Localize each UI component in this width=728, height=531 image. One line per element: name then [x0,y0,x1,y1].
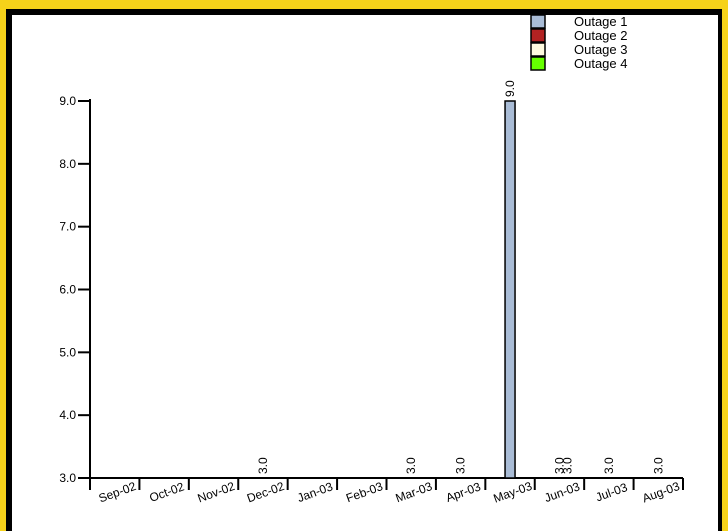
legend-label: Outage 4 [574,56,628,71]
x-tick-label: Aug-03 [640,479,681,506]
legend-swatch [530,28,546,43]
legend-label: Outage 3 [574,42,628,57]
y-tick-label: 3.0 [59,471,76,485]
data-label: 9.0 [503,80,517,97]
x-axis: Sep-02 Oct-02 Nov-02 Dec-02 Jan-03 Feb-03 Mar-… [89,477,684,506]
x-tick-label: Feb-03 [344,479,385,505]
bars [504,100,516,479]
y-axis: 3.0 4.0 5.0 6.0 7.0 8.0 9.0 [59,94,91,485]
data-labels: 3.0 3.0 3.09.03.03.0 3.0 3.0 [256,80,665,474]
x-tick-label: Dec-02 [245,479,286,505]
x-tick-label: Sep-02 [97,479,138,506]
x-tick-label: Jun-03 [542,479,582,505]
y-tick-label: 5.0 [59,345,76,359]
data-label: 3.0 [404,457,418,474]
x-tick-label: Jul-03 [594,480,630,504]
x-tick-label: Apr-03 [444,479,483,505]
y-tick-label: 7.0 [59,220,76,234]
legend-label: Outage 1 [574,14,628,29]
x-tick-label: Nov-02 [196,479,237,505]
y-tick-label: 4.0 [59,408,76,422]
legend-label: Outage 2 [574,28,628,43]
legend-swatch [530,56,546,71]
data-label: 3.0 [651,457,665,474]
data-label: 3.0 [560,457,574,474]
y-tick-label: 6.0 [59,283,76,297]
data-label: 3.0 [256,457,270,474]
bar-outage-1-may-03 [504,100,516,479]
x-tick-label: May-03 [491,479,534,506]
legend-swatch [530,14,546,29]
data-label: 3.0 [454,457,468,474]
data-label: 3.0 [602,457,616,474]
x-tick-label: Oct-02 [147,479,186,505]
data-label: 3.0 [552,457,566,474]
legend-swatch [530,42,546,57]
y-tick-label: 9.0 [59,94,76,108]
x-tick-label: Mar-03 [394,479,435,505]
y-tick-label: 8.0 [59,157,76,171]
x-tick-label: Jan-03 [295,479,335,505]
chart-background [12,15,718,531]
